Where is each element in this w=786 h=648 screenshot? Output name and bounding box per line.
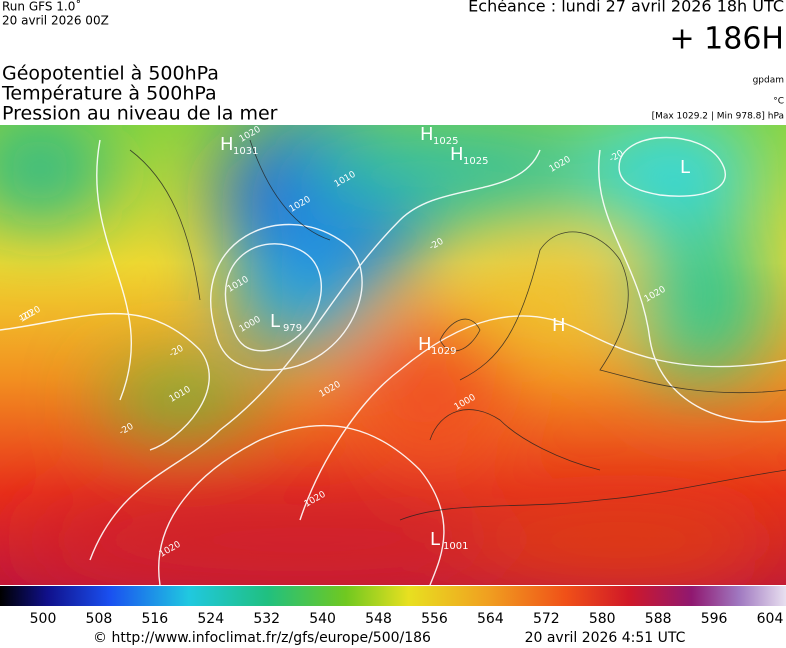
- pressure-center-symbol: H: [220, 134, 234, 155]
- footer-date: 20 avril 2026 4:51 UTC: [525, 630, 686, 646]
- pressure-center-symbol: L: [270, 311, 280, 332]
- unit: gpdam: [753, 76, 784, 86]
- map-field: [0, 125, 786, 585]
- colorbar-label: 540: [309, 611, 336, 627]
- footer-source: © http://www.infoclimat.fr/z/gfs/europe/…: [93, 630, 431, 646]
- field-name: Pression au niveau de la mer: [2, 103, 278, 125]
- colorbar-label: 580: [589, 611, 616, 627]
- lead-time: + 186H: [670, 22, 785, 57]
- unit: [Max 1029.2 | Min 978.8] hPa: [652, 112, 784, 122]
- colorbar: [0, 586, 786, 606]
- colorbar-label: 564: [477, 611, 504, 627]
- valid-time: Echéance : lundi 27 avril 2026 18h UTC: [468, 0, 784, 16]
- pressure-center-value: 979: [283, 323, 302, 334]
- pressure-center-symbol: H: [420, 124, 434, 145]
- unit: °C: [773, 97, 784, 107]
- colorbar-label: 556: [421, 611, 448, 627]
- pressure-center-symbol: L: [680, 157, 690, 178]
- colorbar-label: 524: [197, 611, 224, 627]
- run-date: 20 avril 2026 00Z: [2, 14, 109, 28]
- field-name: Géopotentiel à 500hPa: [2, 63, 219, 85]
- pressure-center-value: 1001: [443, 541, 468, 552]
- pressure-center-symbol: L: [430, 529, 440, 550]
- pressure-center-value: 1025: [433, 136, 458, 147]
- colorbar-label: 516: [141, 611, 168, 627]
- colorbar-label: 588: [645, 611, 672, 627]
- colorbar-label: 604: [757, 611, 784, 627]
- pressure-center-value: 1025: [463, 156, 488, 167]
- pressure-center-symbol: H: [552, 315, 566, 336]
- run-label: Run GFS 1.0˚: [2, 0, 81, 14]
- colorbar-label: 572: [533, 611, 560, 627]
- colorbar-label: 532: [253, 611, 280, 627]
- colorbar-label: 596: [701, 611, 728, 627]
- colorbar-label: 508: [86, 611, 113, 627]
- colorbar-label: 548: [365, 611, 392, 627]
- pressure-center-symbol: H: [450, 144, 464, 165]
- pressure-center-value: 1029: [431, 346, 456, 357]
- pressure-center-value: 1031: [233, 146, 258, 157]
- pressure-center-symbol: H: [418, 334, 432, 355]
- colorbar-label: 500: [30, 611, 57, 627]
- field-name: Température à 500hPa: [1, 83, 217, 105]
